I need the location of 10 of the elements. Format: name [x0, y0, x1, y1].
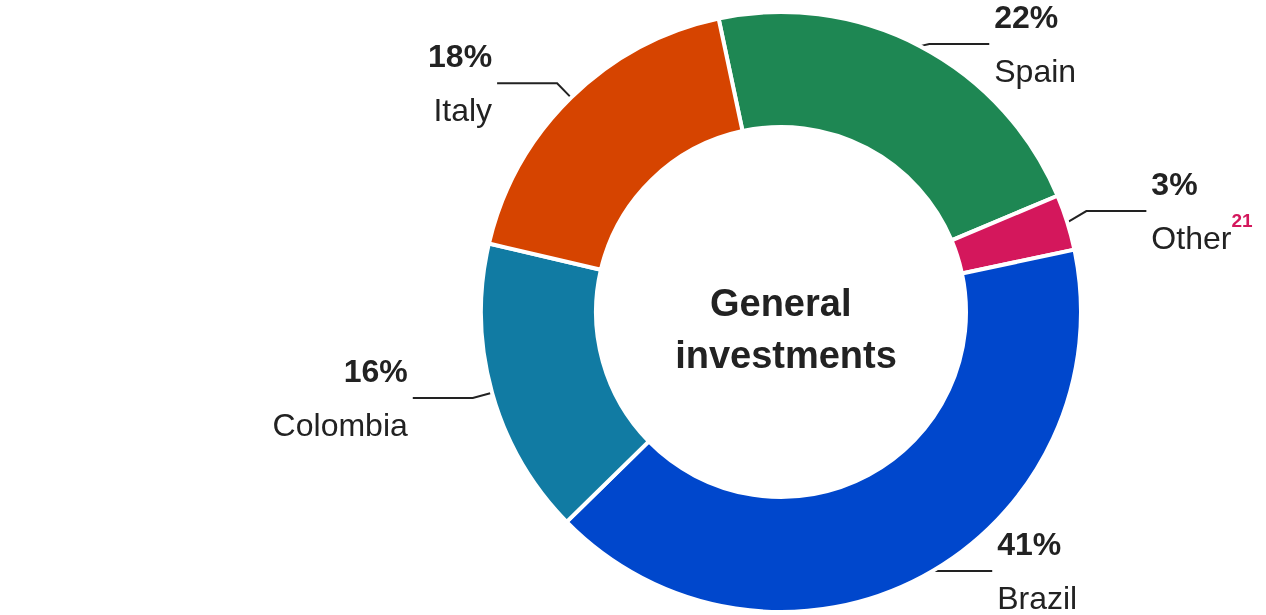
data-label: 22% — [994, 0, 1059, 35]
data-label: 41% — [997, 526, 1062, 562]
slice-label: Brazil — [997, 580, 1078, 615]
data-label: 16% — [343, 353, 408, 390]
text: General investments — [675, 282, 897, 376]
slice-label: Italy — [433, 92, 493, 129]
slice-label: Spain — [994, 53, 1077, 89]
slice-label: Colombia — [272, 407, 408, 444]
data-label: 18% — [428, 38, 493, 75]
data-label: 3% — [1151, 166, 1198, 203]
